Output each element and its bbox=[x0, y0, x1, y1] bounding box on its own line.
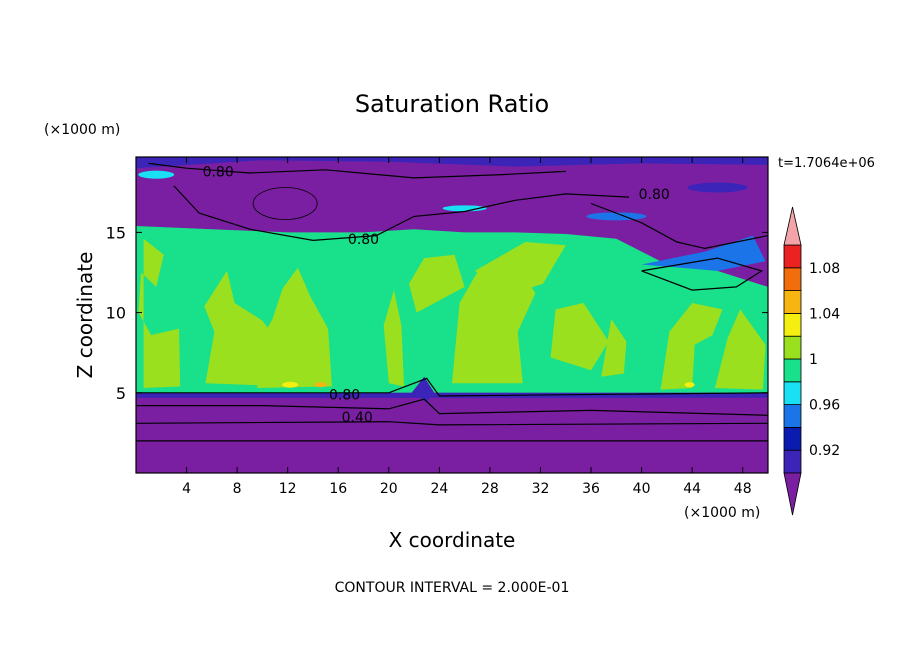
x-tick-label: 24 bbox=[430, 481, 448, 497]
x-tick-label: 48 bbox=[734, 481, 752, 497]
colorbar-bin-9 bbox=[783, 267, 802, 291]
x-tick-label: 44 bbox=[683, 481, 701, 497]
x-tick-label: 32 bbox=[532, 481, 550, 497]
colorbar-label: 1 bbox=[809, 352, 818, 368]
contour-line-7 bbox=[590, 202, 768, 250]
x-tick-label: 20 bbox=[380, 481, 398, 497]
colorbar-label: 1.08 bbox=[809, 261, 840, 277]
region-supersaturated-1 bbox=[138, 238, 181, 388]
region-supersaturated-11 bbox=[714, 309, 766, 390]
contour-line-5 bbox=[148, 162, 566, 179]
x-tick-label: 40 bbox=[633, 481, 651, 497]
region-supersaturated-3 bbox=[257, 267, 332, 388]
colorbar-bin-4 bbox=[783, 381, 802, 405]
region-upper-right-blue bbox=[641, 235, 766, 271]
x-tick-label: 12 bbox=[279, 481, 297, 497]
colorbar: 1.08 1.04 1 0.96 0.92 bbox=[783, 206, 840, 516]
contour-line-2 bbox=[136, 421, 768, 426]
contour-lines bbox=[136, 162, 768, 442]
y-axis-ticks: 5 10 15 bbox=[106, 223, 768, 403]
x-tick-label: 16 bbox=[329, 481, 347, 497]
colorbar-bottom-triangle bbox=[783, 472, 802, 516]
region-supersaturated-5 bbox=[409, 254, 465, 313]
colorbar-label: 0.92 bbox=[809, 443, 840, 459]
y-tick-label: 10 bbox=[106, 304, 126, 323]
region-supersaturated-9 bbox=[601, 319, 627, 377]
colorbar-label: 0.96 bbox=[809, 398, 840, 414]
contour-label-5: 0.40 bbox=[342, 410, 373, 426]
region-peak-yellow-2 bbox=[684, 382, 695, 388]
contour-labels: 0.80 0.80 0.80 0.80 0.40 bbox=[203, 164, 670, 425]
contour-line-4 bbox=[136, 377, 768, 397]
x-axis-ticks: 4 8 12 16 20 24 28 32 36 40 44 48 bbox=[182, 157, 752, 497]
colorbar-bin-5 bbox=[783, 358, 802, 383]
contour-line-6 bbox=[173, 185, 630, 242]
colorbar-bin-3 bbox=[783, 404, 802, 428]
y-tick-label: 15 bbox=[106, 223, 126, 242]
y-tick-label: 5 bbox=[116, 384, 126, 403]
region-top-navy bbox=[687, 182, 748, 193]
contour-label-4: 0.80 bbox=[329, 387, 360, 403]
colorbar-bin-10 bbox=[783, 244, 802, 269]
region-supersaturated-8 bbox=[550, 303, 609, 371]
x-tick-label: 28 bbox=[481, 481, 499, 497]
region-supersaturated-7 bbox=[474, 242, 566, 294]
region-peak-yellow bbox=[282, 381, 299, 388]
contour-label-3: 0.80 bbox=[348, 232, 379, 248]
time-label: t=1.7064e+06 bbox=[778, 156, 875, 171]
colorbar-bin-6 bbox=[783, 335, 802, 360]
contour-line-1 bbox=[136, 398, 768, 416]
region-lower-bump bbox=[411, 376, 435, 403]
region-peak-orange bbox=[314, 382, 327, 388]
contour-plot-area bbox=[136, 157, 768, 473]
colorbar-label: 1.04 bbox=[809, 306, 840, 322]
contour-line-8 bbox=[641, 257, 764, 291]
region-top-band bbox=[136, 157, 768, 169]
region-top-cyan-1 bbox=[138, 170, 175, 179]
colorbar-top-triangle bbox=[783, 206, 802, 246]
y-axis-label: Z coordinate bbox=[73, 252, 97, 379]
colorbar-bin-7 bbox=[783, 312, 802, 337]
x-tick-label: 8 bbox=[233, 481, 242, 497]
x-unit-label: (×1000 m) bbox=[684, 505, 760, 521]
plot-frame bbox=[135, 156, 769, 474]
x-tick-label: 36 bbox=[582, 481, 600, 497]
region-supersaturated-10 bbox=[660, 303, 723, 390]
x-tick-label: 4 bbox=[182, 481, 191, 497]
chart-title: Saturation Ratio bbox=[355, 90, 549, 118]
region-top-cyan-2 bbox=[442, 205, 487, 212]
colorbar-bin-1 bbox=[783, 449, 802, 474]
contour-label-1: 0.80 bbox=[203, 164, 234, 180]
colorbar-bin-2 bbox=[783, 426, 802, 451]
y-unit-label: (×1000 m) bbox=[44, 122, 120, 138]
contour-label-2: 0.80 bbox=[639, 187, 670, 203]
region-supersaturated-4 bbox=[383, 290, 404, 387]
contour-line-closed bbox=[252, 187, 318, 220]
contour-interval-footer: CONTOUR INTERVAL = 2.000E-01 bbox=[335, 580, 570, 596]
x-axis-label: X coordinate bbox=[389, 528, 516, 552]
colorbar-bin-8 bbox=[783, 290, 802, 314]
